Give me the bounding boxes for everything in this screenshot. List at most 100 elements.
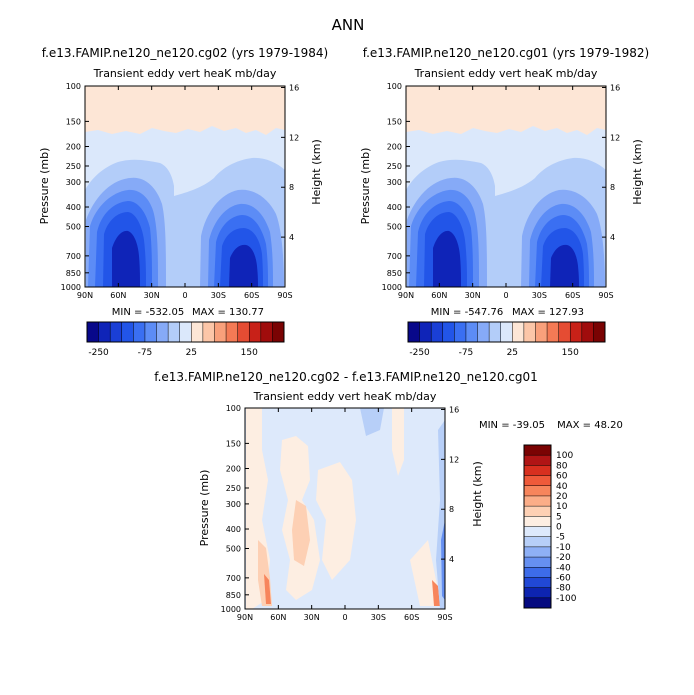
colorbar-swatch bbox=[523, 322, 536, 342]
colorbar-label: 40 bbox=[556, 482, 568, 492]
plot-title: Transient eddy vert heaK mb/day bbox=[414, 67, 598, 80]
y-tick-label: 100 bbox=[66, 82, 81, 91]
colorbar-label: -250 bbox=[88, 348, 109, 358]
colorbar-label: -75 bbox=[138, 348, 153, 358]
colorbar-swatch bbox=[454, 322, 467, 342]
colorbar-label: 80 bbox=[556, 461, 568, 471]
y-tick-label: 500 bbox=[226, 544, 241, 553]
x-tick-label: 30S bbox=[211, 291, 226, 300]
colorbar-label: 25 bbox=[186, 348, 197, 358]
y-tick-label: 250 bbox=[387, 162, 402, 171]
y-tick-label: 500 bbox=[387, 222, 402, 231]
colorbar-frame bbox=[86, 321, 285, 343]
case-title: f.e13.FAMIP.ne120_ne120.cg02 - f.e13.FAM… bbox=[154, 370, 538, 384]
x-tick-label: 30S bbox=[371, 613, 386, 622]
colorbar-swatch bbox=[500, 322, 513, 342]
x-tick-label: 60N bbox=[110, 291, 126, 300]
colorbar-label: 5 bbox=[556, 512, 562, 522]
colorbar-swatch bbox=[593, 322, 606, 342]
y2-axis-label: Height (km) bbox=[631, 139, 644, 205]
upper-positive-region bbox=[406, 86, 606, 135]
x-tick-label: 60S bbox=[404, 613, 419, 622]
contour-field bbox=[85, 86, 285, 287]
y2-tick-label: 8 bbox=[289, 183, 294, 192]
min-label: MIN = -532.05 bbox=[112, 307, 184, 318]
x-tick-label: 0 bbox=[182, 291, 187, 300]
y-tick-label: 700 bbox=[66, 252, 81, 261]
negative-anomaly-upper bbox=[360, 408, 384, 436]
colorbar-label: 25 bbox=[507, 348, 518, 358]
max-label: MAX = 48.20 bbox=[557, 420, 623, 431]
colorbar-swatch bbox=[465, 322, 478, 342]
y-tick-label: 100 bbox=[226, 404, 241, 413]
negative-anomaly-polar-core bbox=[441, 520, 445, 600]
positive-anomaly-south-upper bbox=[392, 408, 404, 476]
x-tick-label: 0 bbox=[342, 613, 347, 622]
x-tick-label: 90N bbox=[237, 613, 253, 622]
colorbar-swatch bbox=[524, 577, 551, 588]
colorbar-swatch bbox=[524, 546, 551, 558]
sh-core bbox=[229, 244, 258, 287]
colorbar-swatch bbox=[524, 526, 551, 537]
y-tick-label: 850 bbox=[387, 269, 402, 278]
positive-anomaly-tropics bbox=[316, 462, 356, 580]
colorbar-swatch bbox=[524, 597, 551, 609]
colorbar-label: 150 bbox=[241, 348, 258, 358]
positive-anomaly-west-core bbox=[264, 574, 271, 604]
colorbar-swatch bbox=[524, 587, 551, 599]
figure-title: ANN bbox=[332, 16, 365, 34]
x-tick-label: 90N bbox=[398, 291, 414, 300]
y2-tick-label: 12 bbox=[449, 455, 459, 464]
y2-tick-label: 4 bbox=[610, 233, 615, 242]
x-tick-label: 0 bbox=[503, 291, 508, 300]
colorbar-label: 20 bbox=[556, 492, 568, 502]
y2-tick-label: 4 bbox=[449, 555, 454, 564]
colorbar-swatch bbox=[260, 322, 273, 342]
y-tick-label: 1000 bbox=[221, 605, 241, 614]
colorbar-swatch bbox=[524, 445, 551, 456]
contour-field bbox=[245, 408, 445, 609]
y-tick-label: 200 bbox=[387, 143, 402, 152]
case-title: f.e13.FAMIP.ne120_ne120.cg02 (yrs 1979-1… bbox=[42, 46, 329, 60]
nh-core bbox=[112, 230, 140, 287]
colorbar-swatch bbox=[535, 322, 548, 342]
colorbar-swatch bbox=[272, 322, 285, 342]
y-axis-label: Pressure (mb) bbox=[359, 148, 372, 225]
y-tick-label: 150 bbox=[387, 117, 402, 126]
y-tick-label: 850 bbox=[226, 591, 241, 600]
x-tick-label: 30N bbox=[304, 613, 320, 622]
y-tick-label: 300 bbox=[387, 178, 402, 187]
colorbar-swatch bbox=[214, 322, 227, 342]
upper-positive-region bbox=[85, 86, 285, 135]
y2-axis-label: Height (km) bbox=[310, 139, 323, 205]
colorbar-swatch bbox=[524, 465, 551, 476]
y-tick-label: 200 bbox=[66, 143, 81, 152]
y-tick-label: 700 bbox=[226, 574, 241, 583]
colorbar-swatch bbox=[226, 322, 238, 342]
y-tick-label: 700 bbox=[387, 252, 402, 261]
colorbar-frame bbox=[407, 321, 606, 343]
positive-anomaly-south-core bbox=[432, 580, 440, 606]
x-tick-label: 60S bbox=[565, 291, 580, 300]
x-tick-label: 60S bbox=[244, 291, 259, 300]
y2-axis-label: Height (km) bbox=[471, 461, 484, 527]
colorbar-swatch bbox=[524, 516, 551, 527]
colorbar-label: 100 bbox=[556, 451, 573, 461]
colorbar-swatch bbox=[524, 506, 551, 517]
colorbar-swatch bbox=[179, 322, 192, 342]
colorbar-swatch bbox=[87, 322, 99, 342]
y-tick-label: 250 bbox=[226, 484, 241, 493]
y-tick-label: 150 bbox=[226, 439, 241, 448]
y2-tick-label: 12 bbox=[610, 133, 620, 142]
y-tick-label: 1000 bbox=[382, 283, 402, 292]
colorbar-label: -40 bbox=[556, 563, 571, 573]
colorbar-label: 0 bbox=[556, 523, 562, 533]
y-axis-label: Pressure (mb) bbox=[198, 470, 211, 547]
sh-core bbox=[550, 244, 579, 287]
y2-tick-label: 16 bbox=[289, 83, 299, 92]
x-tick-label: 90N bbox=[77, 291, 93, 300]
equatorial-gap bbox=[491, 197, 519, 287]
y-tick-label: 200 bbox=[226, 465, 241, 474]
y-tick-label: 300 bbox=[226, 500, 241, 509]
colorbar-swatch bbox=[581, 322, 594, 342]
